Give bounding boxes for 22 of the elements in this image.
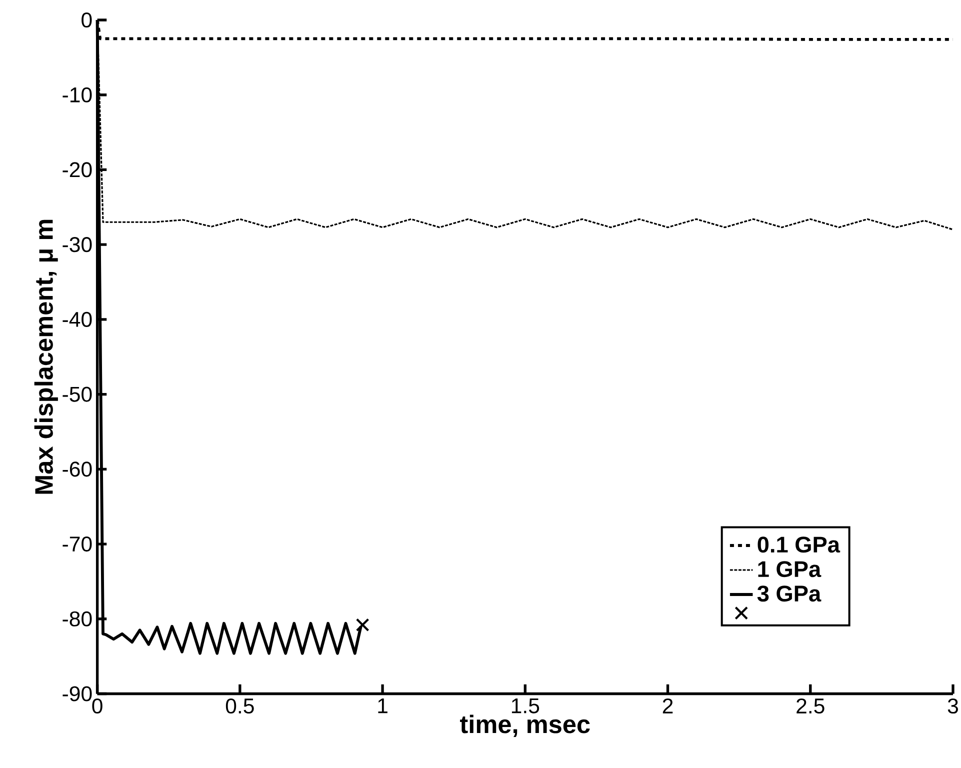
y-tick-label: -50 (62, 386, 92, 402)
legend-label: 0.1 GPa (758, 536, 840, 553)
x-tick-label: 3 (948, 698, 958, 714)
x-tick-label: 0.5 (226, 698, 254, 714)
y-tick-label: -20 (62, 162, 92, 178)
y-tick-label: -80 (62, 611, 92, 627)
x-tick-label: 0 (92, 698, 102, 714)
y-tick-label: -60 (62, 462, 92, 477)
x-axis-title: time, msec (460, 714, 590, 738)
y-tick-label: 0 (82, 12, 92, 28)
y-axis-title: Max displacement, μ m (34, 220, 58, 494)
x-tick-label: 2 (662, 698, 673, 714)
legend-label: 1 GPa (758, 561, 822, 578)
x-tick-label: 1 (378, 698, 388, 714)
y-tick-label: -10 (62, 87, 92, 103)
y-tick-label: -90 (62, 686, 92, 702)
y-tick-label: -30 (62, 237, 92, 252)
y-tick-label: -40 (62, 312, 92, 328)
legend-label: 3 GPa (757, 586, 822, 602)
x-tick-label: 1.5 (512, 698, 540, 714)
x-tick-label: 2.5 (796, 698, 824, 714)
y-tick-label: -70 (62, 536, 92, 552)
